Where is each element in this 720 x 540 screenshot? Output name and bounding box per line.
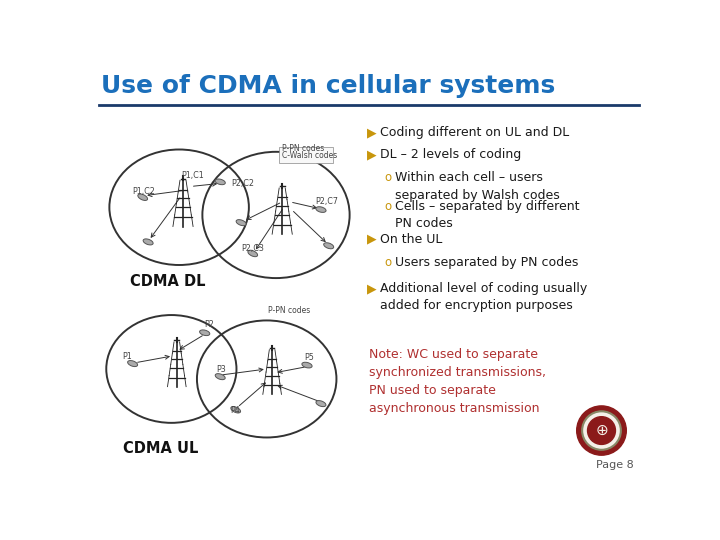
Text: Use of CDMA in cellular systems: Use of CDMA in cellular systems bbox=[101, 75, 555, 98]
Text: P5: P5 bbox=[304, 353, 314, 362]
Text: ▶: ▶ bbox=[367, 233, 377, 246]
Ellipse shape bbox=[302, 362, 312, 368]
Text: P1,C2: P1,C2 bbox=[132, 187, 155, 196]
Circle shape bbox=[588, 417, 616, 444]
Text: P2,C7: P2,C7 bbox=[315, 197, 338, 206]
Text: P1,C1: P1,C1 bbox=[181, 171, 204, 180]
Ellipse shape bbox=[248, 250, 258, 256]
Ellipse shape bbox=[199, 330, 210, 335]
Text: P2,C3: P2,C3 bbox=[241, 244, 264, 253]
Text: Cells – separated by different
PN codes: Cells – separated by different PN codes bbox=[395, 200, 580, 230]
Ellipse shape bbox=[316, 207, 326, 212]
Ellipse shape bbox=[316, 401, 326, 407]
Text: CDMA DL: CDMA DL bbox=[130, 274, 206, 289]
Text: o: o bbox=[384, 256, 392, 269]
Ellipse shape bbox=[215, 179, 225, 185]
Text: Additional level of coding usually
added for encryption purposes: Additional level of coding usually added… bbox=[380, 282, 587, 313]
Text: ▶: ▶ bbox=[367, 282, 377, 295]
Text: o: o bbox=[384, 200, 392, 213]
Text: P-PN codes: P-PN codes bbox=[282, 144, 325, 153]
Ellipse shape bbox=[143, 239, 153, 245]
Text: ⊕: ⊕ bbox=[595, 423, 608, 438]
Ellipse shape bbox=[236, 220, 246, 226]
Text: P3: P3 bbox=[216, 365, 226, 374]
Ellipse shape bbox=[215, 374, 225, 380]
Ellipse shape bbox=[138, 194, 148, 200]
Text: P2: P2 bbox=[204, 320, 215, 329]
Circle shape bbox=[577, 406, 626, 455]
Text: Coding different on UL and DL: Coding different on UL and DL bbox=[380, 126, 569, 139]
Ellipse shape bbox=[324, 242, 333, 249]
Text: On the UL: On the UL bbox=[380, 233, 442, 246]
Text: P4: P4 bbox=[230, 406, 240, 415]
Text: DL – 2 levels of coding: DL – 2 levels of coding bbox=[380, 148, 521, 161]
Text: P2,C2: P2,C2 bbox=[231, 179, 254, 188]
Text: o: o bbox=[384, 171, 392, 184]
Text: ▶: ▶ bbox=[367, 126, 377, 139]
Text: CDMA UL: CDMA UL bbox=[122, 441, 198, 456]
Text: P1: P1 bbox=[122, 352, 132, 361]
Ellipse shape bbox=[231, 407, 240, 413]
Text: Users separated by PN codes: Users separated by PN codes bbox=[395, 256, 579, 269]
Text: ▶: ▶ bbox=[367, 148, 377, 161]
Circle shape bbox=[582, 411, 621, 450]
Text: Page 8: Page 8 bbox=[596, 460, 634, 470]
Text: Note: WC used to separate
synchronized transmissions,
PN used to separate
asynch: Note: WC used to separate synchronized t… bbox=[369, 348, 546, 415]
Text: C-Walsh codes: C-Walsh codes bbox=[282, 151, 338, 160]
Ellipse shape bbox=[127, 361, 138, 367]
Text: Within each cell – users
separated by Walsh codes: Within each cell – users separated by Wa… bbox=[395, 171, 560, 201]
FancyBboxPatch shape bbox=[279, 147, 333, 163]
Text: P-PN codes: P-PN codes bbox=[269, 306, 310, 315]
